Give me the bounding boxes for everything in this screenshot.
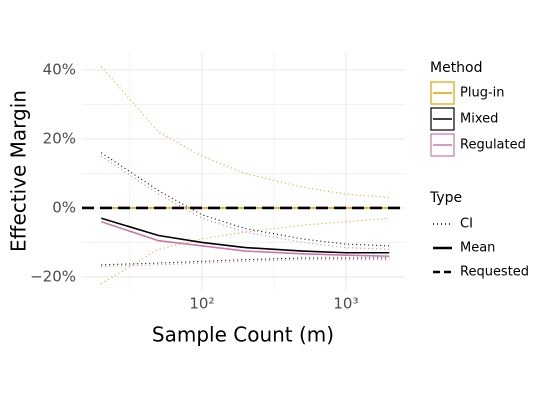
ci-lower-line [101,257,390,266]
legend-label: Mixed [460,112,498,127]
mean-line [101,217,390,254]
x-axis-title: Sample Count (m) [152,323,334,347]
x-tick-label: 10² [189,295,214,313]
legend-label: CI [460,217,473,232]
legend-title: Method [430,60,483,76]
legend-label: Mean [460,241,495,256]
x-tick-label: 10³ [333,295,358,313]
ci-upper-line [100,152,390,247]
y-tick-label: 0% [52,198,76,216]
ci-upper-line [100,155,390,250]
mean-line [101,220,390,257]
y-tick-label: 40% [43,60,76,78]
y-tick-label: −20% [30,267,76,285]
ci-lower-line [100,217,390,285]
legend-label: Requested [460,265,529,280]
legend-label: Regulated [460,138,526,153]
legend-title: Type [429,190,462,206]
y-axis-title: Effective Margin [7,90,31,252]
ci-lower-line [101,259,390,268]
legend-label: Plug-in [460,86,504,101]
y-tick-label: 20% [43,129,76,147]
